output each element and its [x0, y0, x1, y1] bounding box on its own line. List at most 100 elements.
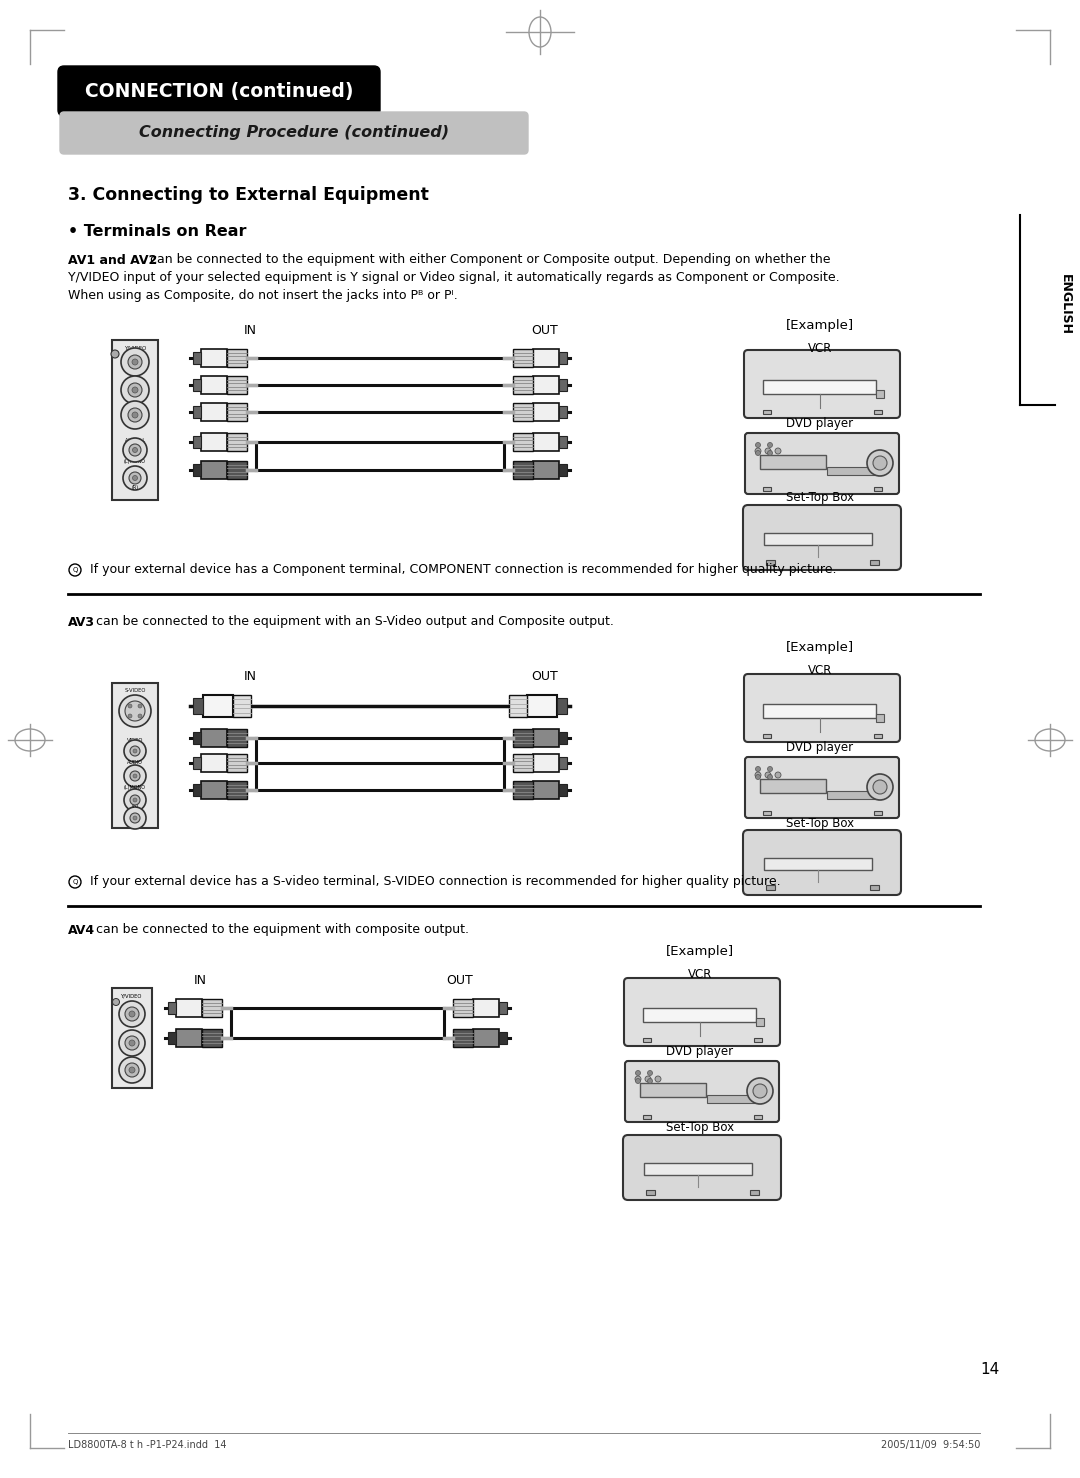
Circle shape [125, 701, 145, 721]
Text: 3. Connecting to External Equipment: 3. Connecting to External Equipment [68, 186, 429, 204]
Bar [168, 1032, 176, 1043]
Bar [513, 403, 534, 421]
Text: Set-Top Box: Set-Top Box [666, 1122, 734, 1135]
Bar [559, 406, 567, 418]
Bar [193, 378, 201, 392]
Bar [876, 714, 885, 721]
Circle shape [125, 1007, 139, 1021]
Bar [193, 464, 201, 476]
Bar [202, 999, 222, 1017]
Text: AV3: AV3 [68, 615, 95, 628]
Bar [643, 1114, 651, 1119]
Circle shape [123, 437, 147, 463]
Bar [559, 757, 567, 769]
Bar [876, 390, 885, 398]
Circle shape [132, 412, 138, 418]
Circle shape [768, 442, 772, 448]
Text: VCR: VCR [688, 968, 712, 980]
Circle shape [756, 767, 760, 772]
Text: can be connected to the equipment with an S-Video output and Composite output.: can be connected to the equipment with a… [92, 615, 613, 628]
Circle shape [635, 1079, 640, 1083]
Circle shape [130, 746, 140, 757]
Ellipse shape [111, 350, 119, 358]
Bar [509, 695, 527, 717]
Circle shape [129, 704, 132, 708]
Bar [112, 987, 152, 1088]
Circle shape [133, 798, 137, 803]
Bar [176, 1029, 202, 1046]
Bar [201, 461, 227, 479]
Bar [750, 1190, 759, 1196]
Circle shape [119, 695, 151, 727]
Text: VCR: VCR [808, 664, 833, 677]
Circle shape [768, 774, 772, 779]
Bar [760, 455, 826, 469]
Bar [513, 461, 534, 479]
Bar [762, 486, 771, 491]
Bar [201, 403, 227, 421]
Bar [513, 433, 534, 451]
Bar [227, 349, 247, 367]
Bar [112, 683, 158, 828]
Circle shape [132, 359, 138, 365]
Bar [193, 352, 201, 364]
Circle shape [129, 1041, 135, 1046]
Text: PR: PR [132, 402, 138, 406]
Bar [473, 1029, 499, 1046]
Text: • Terminals on Rear: • Terminals on Rear [68, 225, 246, 239]
Bar [559, 464, 567, 476]
FancyBboxPatch shape [744, 674, 900, 742]
Bar [766, 560, 775, 565]
Circle shape [133, 749, 137, 752]
Circle shape [69, 565, 81, 576]
Circle shape [753, 1083, 767, 1098]
Text: [Example]: [Example] [666, 946, 734, 959]
Circle shape [130, 813, 140, 823]
Bar [112, 340, 158, 500]
Bar [870, 560, 879, 565]
Bar [643, 1038, 651, 1042]
Circle shape [130, 772, 140, 780]
Text: If your external device has a Component terminal, COMPONENT connection is recomm: If your external device has a Component … [86, 563, 837, 576]
Bar [513, 780, 534, 800]
Circle shape [125, 1063, 139, 1077]
Bar [534, 729, 559, 746]
Circle shape [133, 476, 137, 480]
Bar [202, 1029, 222, 1046]
Text: DVD player: DVD player [786, 417, 853, 430]
Text: PB: PB [132, 377, 138, 383]
Text: (R): (R) [132, 803, 138, 807]
Circle shape [129, 383, 141, 398]
Circle shape [768, 451, 772, 455]
Circle shape [635, 1070, 640, 1076]
Bar [764, 859, 872, 871]
Bar [534, 349, 559, 367]
Circle shape [129, 471, 141, 483]
Circle shape [119, 1030, 145, 1055]
Ellipse shape [112, 999, 120, 1005]
Bar [559, 378, 567, 392]
Bar [559, 783, 567, 797]
Text: AUDIO: AUDIO [127, 761, 143, 766]
Bar [499, 1002, 507, 1014]
Circle shape [124, 807, 146, 829]
Text: When using as Composite, do not insert the jacks into Pᴮ or Pᴵ.: When using as Composite, do not insert t… [68, 290, 458, 303]
Circle shape [775, 448, 781, 454]
Circle shape [69, 876, 81, 888]
Circle shape [119, 1001, 145, 1027]
Text: LD8800TA-8 t h -P1-P24.indd  14: LD8800TA-8 t h -P1-P24.indd 14 [68, 1440, 227, 1450]
Bar [534, 375, 559, 395]
Text: AV4: AV4 [68, 924, 95, 937]
Text: VIDEO: VIDEO [126, 738, 144, 742]
Circle shape [138, 714, 141, 718]
Bar [513, 375, 534, 395]
Bar [870, 885, 879, 890]
Bar [473, 999, 499, 1017]
Bar [203, 695, 233, 717]
Circle shape [121, 347, 149, 375]
Bar [754, 1038, 762, 1042]
FancyBboxPatch shape [60, 112, 528, 154]
Bar [827, 467, 883, 474]
Bar [762, 704, 876, 718]
Text: (L)MONO: (L)MONO [124, 785, 146, 789]
